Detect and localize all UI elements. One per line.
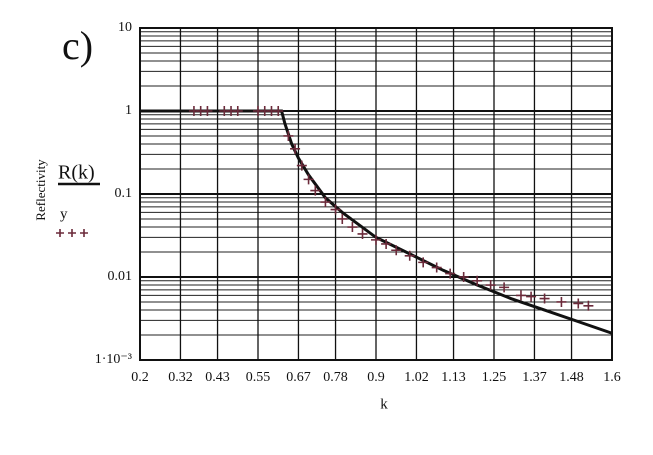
- x-tick-label: 1.37: [522, 370, 547, 385]
- data-point: [330, 204, 341, 215]
- data-line: [140, 109, 613, 335]
- data-point: [391, 245, 402, 256]
- x-tick-label: 1.25: [482, 370, 507, 385]
- data-point: [290, 143, 301, 154]
- x-tick-label: 1.13: [441, 370, 466, 385]
- data-point: [337, 213, 348, 224]
- data-point: [232, 106, 243, 116]
- data-point: [418, 257, 429, 268]
- data-point: [381, 238, 392, 249]
- data-point: [357, 228, 368, 239]
- x-tick-label: 0.55: [246, 370, 271, 385]
- data-point: [583, 300, 594, 311]
- data-point: [539, 293, 550, 304]
- x-tick-label: 0.78: [323, 370, 348, 385]
- data-point: [573, 298, 584, 309]
- data-point: [515, 290, 526, 301]
- data-point: [499, 282, 510, 293]
- legend-marker: [56, 229, 88, 237]
- data-point: [320, 197, 331, 208]
- x-tick-label: 0.9: [367, 370, 385, 385]
- data-point: [458, 272, 469, 282]
- y-tick-label: 1: [125, 103, 132, 118]
- data-point: [556, 296, 567, 307]
- x-tick-label: 1.02: [404, 370, 429, 385]
- y-tick-label: 10: [118, 20, 132, 35]
- data-point: [273, 106, 284, 116]
- data-point: [310, 185, 321, 196]
- data-point: [445, 268, 456, 279]
- legend-label: y: [60, 206, 68, 222]
- data-point: [526, 291, 537, 302]
- data-point: [296, 160, 307, 171]
- x-tick-label: 1.48: [559, 370, 584, 385]
- x-tick-label: 0.67: [286, 370, 311, 385]
- data-point: [431, 262, 442, 273]
- panel-label: c): [62, 23, 93, 68]
- x-tick-label: 0.32: [168, 370, 193, 385]
- x-tick-label: 0.2: [131, 370, 149, 385]
- plot-frame: [139, 27, 613, 361]
- x-tick-label: 0.43: [205, 370, 230, 385]
- y-tick-label: 0.01: [108, 269, 133, 284]
- data-point: [404, 250, 415, 261]
- x-tick-label: 1.6: [603, 370, 621, 385]
- x-axis-label: k: [380, 396, 388, 412]
- data-point: [283, 130, 294, 141]
- y-tick-label: 0.1: [115, 186, 133, 201]
- legend-label: R(k): [58, 162, 95, 184]
- data-point: [371, 234, 381, 245]
- data-point: [347, 222, 358, 233]
- y-tick-label: 1·10⁻³: [95, 352, 132, 367]
- y-axis-label: Reflectivity: [33, 159, 48, 221]
- data-point: [303, 174, 314, 185]
- data-point: [202, 106, 213, 116]
- data-point: [485, 280, 496, 291]
- data-point: [472, 275, 483, 286]
